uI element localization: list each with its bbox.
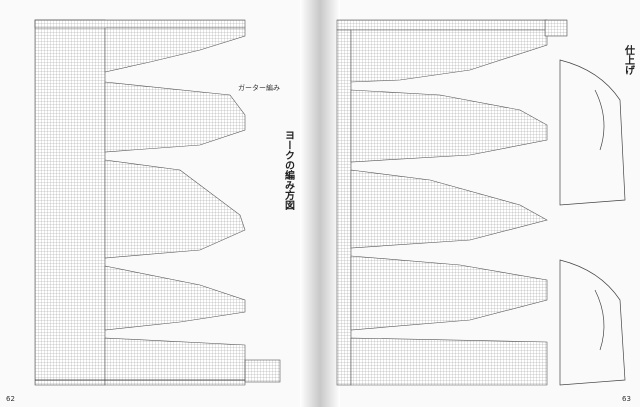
gutter: [300, 0, 340, 407]
chart-title: ヨークの編み方図: [283, 130, 295, 211]
section-title: 仕上げ: [623, 44, 636, 76]
page-number: 62: [6, 395, 15, 403]
left-chart: [34, 19, 246, 386]
finishing-diagrams: [559, 59, 626, 386]
right-chart: [336, 19, 548, 386]
label: ガーター編み: [238, 83, 280, 92]
swatch: [544, 19, 568, 37]
swatch: [244, 359, 281, 383]
page-number: 63: [622, 395, 631, 403]
